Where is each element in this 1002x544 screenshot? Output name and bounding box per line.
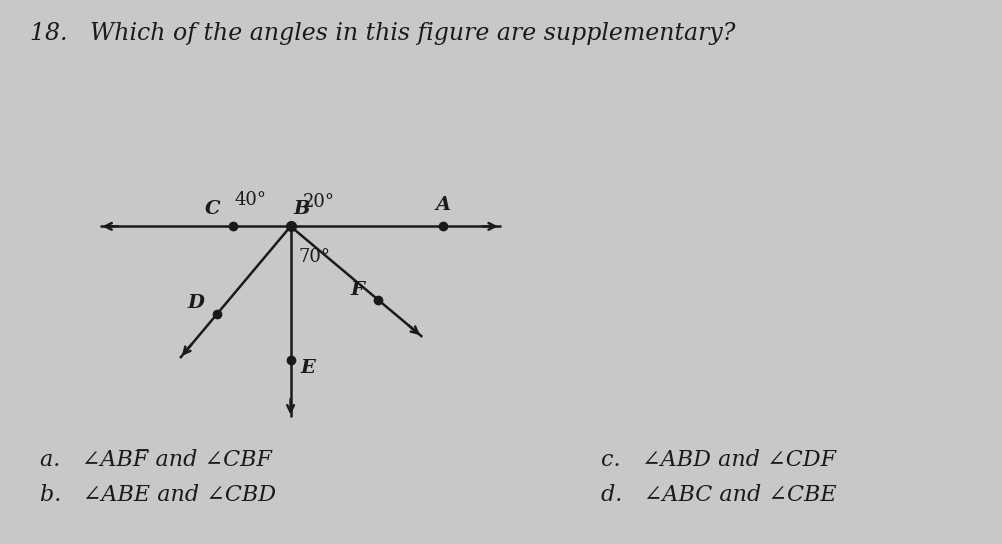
Text: c.   ∠ABD and ∠CDF: c. ∠ABD and ∠CDF xyxy=(601,449,837,471)
Text: E: E xyxy=(301,358,316,377)
Text: 40°: 40° xyxy=(234,190,267,208)
Text: 18.   Which of the angles in this figure are supplementary?: 18. Which of the angles in this figure a… xyxy=(30,22,735,45)
Text: b.   ∠ABE and ∠CBD: b. ∠ABE and ∠CBD xyxy=(40,484,277,506)
Text: B: B xyxy=(294,200,311,218)
Text: 70°: 70° xyxy=(299,248,331,266)
Text: d.   ∠ABC and ∠CBE: d. ∠ABC and ∠CBE xyxy=(601,484,837,506)
Text: C: C xyxy=(204,200,220,218)
Text: D: D xyxy=(187,294,204,312)
Text: a.   ∠ABF̅ and ∠CBF: a. ∠ABF̅ and ∠CBF xyxy=(40,449,273,471)
Text: F: F xyxy=(351,281,365,300)
Text: 20°: 20° xyxy=(304,194,336,212)
Text: A: A xyxy=(436,196,451,214)
